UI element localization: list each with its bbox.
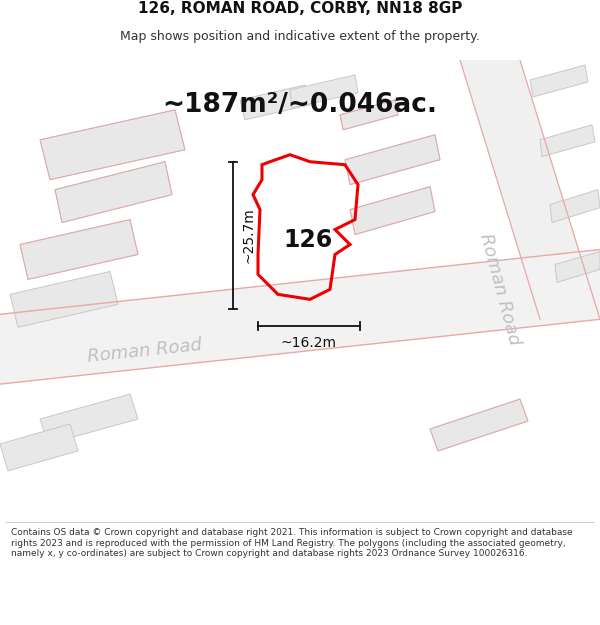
Polygon shape xyxy=(40,394,138,444)
Polygon shape xyxy=(20,219,138,279)
Polygon shape xyxy=(460,60,600,319)
Polygon shape xyxy=(540,125,595,157)
Polygon shape xyxy=(55,162,172,222)
Polygon shape xyxy=(555,251,600,282)
Text: Roman Road: Roman Road xyxy=(87,336,203,366)
Polygon shape xyxy=(430,399,528,451)
Polygon shape xyxy=(240,85,310,120)
Polygon shape xyxy=(0,424,78,471)
Polygon shape xyxy=(350,187,435,234)
Text: ~25.7m: ~25.7m xyxy=(242,208,256,263)
Text: ~187m²/~0.046ac.: ~187m²/~0.046ac. xyxy=(163,92,437,118)
Polygon shape xyxy=(550,189,600,222)
Polygon shape xyxy=(40,110,185,179)
Polygon shape xyxy=(340,100,398,130)
Polygon shape xyxy=(345,135,440,184)
Text: ~16.2m: ~16.2m xyxy=(281,336,337,350)
Polygon shape xyxy=(0,249,600,384)
Text: Contains OS data © Crown copyright and database right 2021. This information is : Contains OS data © Crown copyright and d… xyxy=(11,528,572,558)
Polygon shape xyxy=(10,271,118,328)
Text: Map shows position and indicative extent of the property.: Map shows position and indicative extent… xyxy=(120,30,480,43)
Text: Roman Road: Roman Road xyxy=(476,231,524,348)
Polygon shape xyxy=(530,65,588,97)
Polygon shape xyxy=(290,75,358,108)
Text: 126: 126 xyxy=(283,228,332,251)
Text: 126, ROMAN ROAD, CORBY, NN18 8GP: 126, ROMAN ROAD, CORBY, NN18 8GP xyxy=(138,1,462,16)
